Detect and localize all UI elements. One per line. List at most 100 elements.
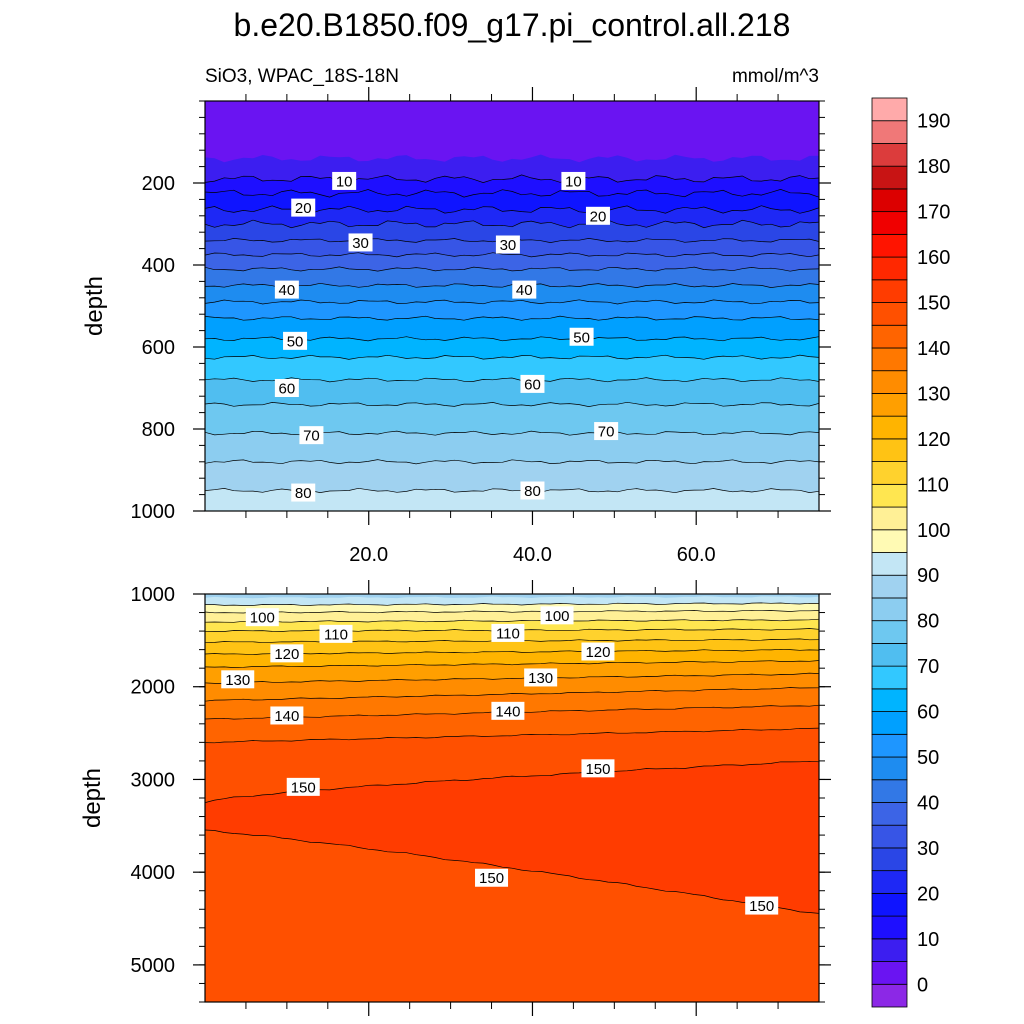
contour-label-text: 80 (295, 485, 312, 502)
lower-contour-line (205, 648, 819, 656)
contour-label: 140 (491, 701, 525, 720)
contour-label: 70 (299, 426, 324, 445)
contour-label-text: 10 (336, 173, 353, 190)
colorbar-label: 160 (917, 247, 950, 269)
y-tick-label: 2000 (131, 677, 176, 699)
contour-label-bg (291, 198, 316, 217)
contour-label-bg (291, 483, 316, 502)
colorbar-label: 140 (917, 338, 950, 360)
contour-label-text: 150 (479, 870, 504, 887)
contour-label: 100 (245, 608, 279, 627)
contour-label: 110 (491, 623, 525, 642)
contour-label-bg (319, 624, 353, 643)
upper-fill-band (205, 488, 819, 511)
contour-label-bg (581, 759, 615, 778)
colorbar-label: 120 (917, 429, 950, 451)
contour-label-bg (512, 280, 537, 299)
x-tick-label: 20.0 (349, 544, 388, 566)
contour-label: 40 (512, 280, 537, 299)
contour-label-bg (270, 644, 304, 663)
y-tick-label: 1000 (131, 584, 176, 606)
contour-label: 10 (332, 171, 357, 190)
colorbar-swatch (871, 961, 908, 985)
contour-label-text: 40 (516, 282, 533, 299)
colorbar-swatch (871, 324, 908, 349)
colorbar-swatch (871, 347, 908, 372)
y-tick-label: 3000 (131, 769, 176, 791)
y-tick-label: 1000 (131, 501, 176, 523)
y-tick-label: 5000 (131, 955, 176, 977)
lower-contour-line (205, 618, 819, 623)
contour-label-text: 30 (500, 237, 517, 254)
contour-label: 50 (569, 327, 594, 346)
contour-label: 130 (221, 670, 255, 689)
colorbar-swatch (871, 302, 908, 326)
contour-label-text: 150 (585, 761, 610, 778)
contour-label-text: 120 (274, 646, 299, 663)
colorbar-label: 170 (917, 202, 950, 224)
upper-contour-line (205, 219, 819, 229)
lower-contour-line (205, 829, 819, 914)
contour-label-bg (475, 868, 509, 887)
contour-label: 30 (348, 233, 373, 252)
contour-label-text: 70 (303, 428, 320, 445)
lower-fill-band (205, 761, 819, 914)
contour-label: 110 (319, 624, 353, 643)
contour-label-text: 140 (274, 708, 299, 725)
colorbar-swatch (871, 756, 908, 781)
upper-ylabel: depth (81, 276, 108, 336)
colorbar-swatch (871, 665, 908, 690)
contour-label: 150 (581, 759, 615, 778)
colorbar-swatch (871, 870, 908, 894)
colorbar-label: 30 (917, 838, 939, 860)
colorbar-swatch (871, 892, 908, 917)
contour-label-text: 120 (585, 644, 610, 661)
contour-label-bg (270, 706, 304, 725)
colorbar-swatch (871, 643, 908, 667)
contour-label: 150 (286, 777, 320, 796)
colorbar-swatch (871, 779, 908, 803)
chart-subtitle: SiO3, WPAC_18S-18N (205, 66, 399, 87)
contour-label-bg (299, 426, 324, 445)
colorbar-label: 10 (917, 929, 939, 951)
contour-label-text: 20 (295, 200, 312, 217)
lower-panel: 1000 2000 3000 4000 5000 100 100 110 110 120 120 1… (79, 580, 831, 1016)
x-tick-label: 60.0 (677, 544, 716, 566)
contour-label-text: 100 (545, 608, 570, 625)
contour-label-text: 150 (749, 898, 774, 915)
contour-label: 50 (283, 331, 308, 350)
colorbar-label: 20 (917, 883, 939, 905)
contour-label-text: 80 (524, 483, 541, 500)
contour-label-text: 60 (524, 376, 541, 393)
contour-label-bg (520, 374, 545, 393)
contour-label-text: 130 (225, 672, 250, 689)
contour-label-bg (495, 235, 520, 254)
colorbar-swatch (871, 711, 908, 735)
colorbar-label: 190 (917, 111, 950, 133)
contour-label: 10 (561, 171, 586, 190)
contour-label: 100 (540, 606, 574, 625)
contour-label-text: 70 (598, 424, 615, 441)
upper-panel: 200 400 600 800 1000 20.0 40.0 60.0 10 10 20 20 30 3… (81, 87, 831, 566)
colorbar-swatch (871, 483, 908, 508)
contour-label-text: 100 (250, 610, 275, 627)
colorbar-label: 0 (917, 974, 928, 996)
colorbar-label: 60 (917, 702, 939, 724)
colorbar: 0 10 20 30 40 50 60 70 80 90 100 110 120 130 140 150 160… (871, 97, 950, 1008)
contour-label: 80 (291, 483, 316, 502)
colorbar-label: 50 (917, 747, 939, 769)
chart-title: b.e20.B1850.f09_g17.pi_control.all.218 (234, 7, 791, 43)
contour-label-text: 110 (496, 625, 520, 642)
colorbar-swatch (871, 97, 908, 122)
contour-label: 130 (524, 668, 558, 687)
contour-label-bg (221, 670, 255, 689)
upper-contour-line (205, 174, 819, 183)
colorbar-swatch (871, 211, 908, 235)
contour-label-bg (524, 668, 558, 687)
contour-label-bg (561, 171, 586, 190)
colorbar-swatch (871, 574, 908, 599)
upper-contour-line (205, 459, 819, 465)
contour-label-bg (274, 379, 299, 397)
upper-contour-line (205, 252, 819, 258)
